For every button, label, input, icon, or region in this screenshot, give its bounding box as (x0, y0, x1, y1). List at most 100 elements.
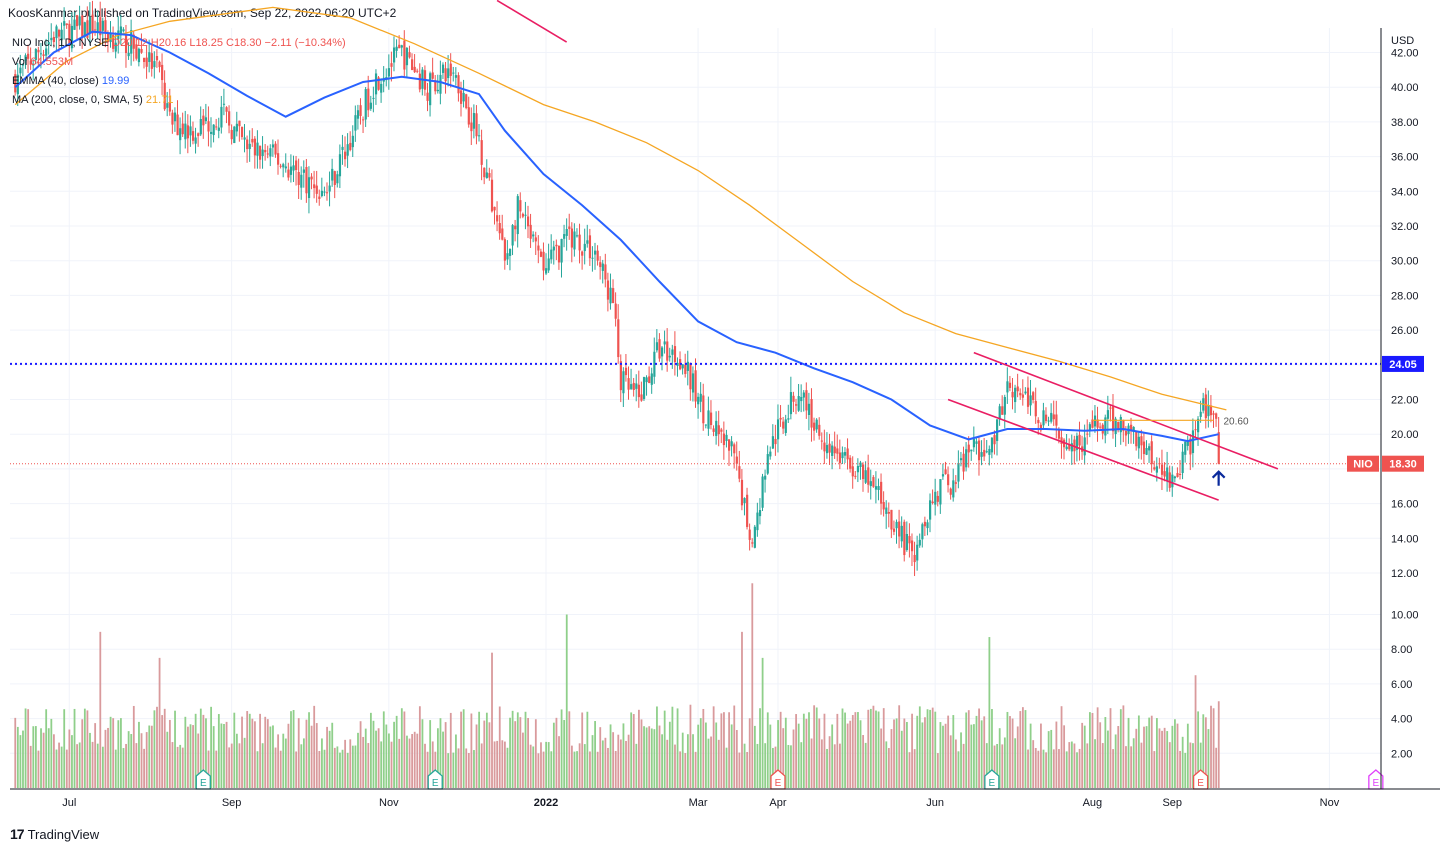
candle-body (846, 448, 849, 460)
volume-bar (439, 718, 442, 788)
volume-bar (867, 709, 870, 788)
volume-bar (790, 745, 792, 788)
volume-bar (424, 743, 426, 788)
volume-bar (594, 721, 596, 788)
volume-bar (37, 750, 40, 788)
volume-bar (882, 708, 885, 788)
volume-bar (333, 747, 336, 788)
candle-body (996, 419, 999, 441)
candle-body (784, 419, 787, 433)
candle-body (565, 229, 568, 236)
volume-bar (246, 711, 249, 788)
volume-bar (679, 751, 682, 788)
earnings-marker: E (1192, 769, 1209, 790)
volume-bar (617, 734, 620, 788)
candle-body (539, 251, 543, 257)
candle-body (1176, 473, 1179, 478)
volume-bar (810, 738, 813, 788)
volume-bar (1037, 750, 1040, 788)
candle-body (398, 44, 401, 49)
y-tick-label: 20.00 (1391, 429, 1419, 441)
volume-bar (1145, 726, 1148, 788)
earnings-marker: E (1368, 769, 1384, 790)
volume-bar (560, 709, 563, 788)
candle-body (1016, 386, 1019, 392)
earnings-label: E (1373, 778, 1380, 789)
candle-body (771, 436, 775, 449)
candle-body (521, 213, 525, 217)
candle-body (50, 37, 53, 41)
volume-bar (1112, 749, 1114, 788)
volume-bar (1001, 744, 1004, 788)
volume-bar (455, 734, 457, 788)
volume-bar (929, 709, 932, 788)
volume-bar (132, 705, 135, 788)
candle-body (1153, 467, 1156, 470)
volume-bar (1045, 752, 1047, 788)
candle-body (660, 347, 664, 357)
volume-bar (601, 740, 604, 788)
volume-bar (96, 743, 99, 788)
volume-bar (918, 706, 921, 788)
candle-body (336, 174, 339, 184)
volume-bar (197, 733, 200, 788)
volume-bar (215, 750, 218, 788)
candle-body (1160, 464, 1164, 475)
candle-body (689, 363, 692, 390)
candle-body (586, 240, 589, 244)
volume-bar (609, 724, 612, 788)
candle-body (836, 448, 839, 454)
candle-body (1173, 476, 1177, 479)
candle-body (1044, 414, 1048, 422)
volume-bar (1181, 736, 1184, 788)
candle-body (746, 494, 749, 527)
candle-body (599, 262, 602, 268)
candle-body (1034, 400, 1037, 417)
candle-body (217, 127, 220, 131)
candle-body (892, 528, 896, 532)
candle-body (1150, 441, 1153, 465)
volume-bar (1052, 749, 1055, 788)
volume-bar (926, 709, 929, 788)
volume-bar (571, 745, 573, 788)
candle-body (936, 495, 939, 502)
candle-body (122, 29, 125, 32)
volume-bar (1101, 743, 1104, 788)
candle-body (1135, 431, 1138, 447)
volume-bar (772, 747, 774, 788)
volume-bar (503, 741, 506, 788)
x-tick-label: Nov (379, 797, 399, 809)
candle-body (738, 466, 741, 479)
volume-bar (388, 733, 390, 788)
volume-bar (1212, 708, 1215, 788)
volume-bar (622, 723, 625, 788)
volume-bar (1024, 710, 1027, 788)
volume-bar (936, 753, 939, 788)
volume-bar (576, 751, 578, 788)
candle-body (498, 222, 501, 234)
candle-body (653, 351, 656, 377)
candle-body (1171, 474, 1174, 488)
candle-body (387, 68, 391, 77)
candle-body (431, 72, 434, 79)
candle-body (1114, 418, 1117, 435)
volume-bar (1155, 718, 1158, 788)
candle-body (828, 443, 831, 453)
volume-bar (900, 730, 903, 788)
volume-bar (702, 708, 705, 788)
volume-bar (996, 743, 999, 788)
candle-body (21, 64, 25, 66)
volume-bar (73, 708, 76, 788)
volume-bar (40, 728, 42, 788)
candle-body (1021, 394, 1024, 398)
volume-bar (751, 583, 754, 788)
candle-body (356, 110, 360, 119)
earnings-label: E (432, 778, 439, 789)
candle-body (697, 396, 700, 405)
candle-body (529, 224, 532, 239)
volume-bar (942, 725, 944, 788)
candle-body (1186, 441, 1189, 446)
candle-body (271, 144, 275, 148)
volume-bar (890, 729, 893, 788)
